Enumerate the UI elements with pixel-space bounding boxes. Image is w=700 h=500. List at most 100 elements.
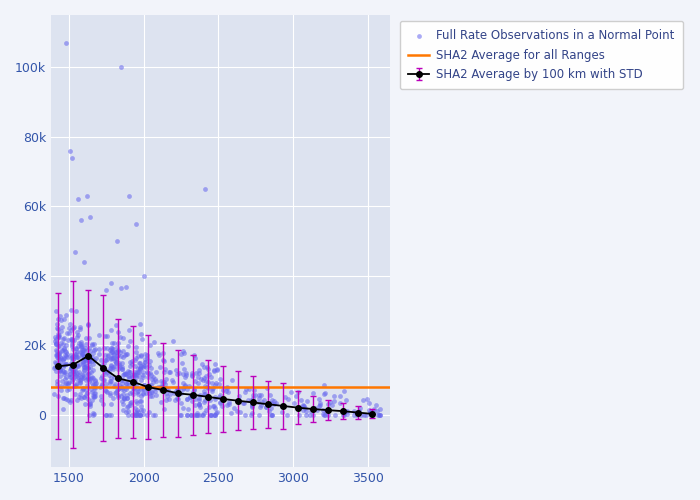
Full Rate Observations in a Normal Point xyxy=(68,367,79,375)
Full Rate Observations in a Normal Point xyxy=(106,400,117,407)
Full Rate Observations in a Normal Point xyxy=(123,326,134,334)
Full Rate Observations in a Normal Point xyxy=(113,351,124,359)
Full Rate Observations in a Normal Point xyxy=(57,377,68,385)
Full Rate Observations in a Normal Point xyxy=(107,354,118,362)
Full Rate Observations in a Normal Point xyxy=(254,410,265,418)
Full Rate Observations in a Normal Point xyxy=(149,338,160,346)
Full Rate Observations in a Normal Point xyxy=(78,366,90,374)
Full Rate Observations in a Normal Point xyxy=(61,378,72,386)
Full Rate Observations in a Normal Point xyxy=(88,384,99,392)
Full Rate Observations in a Normal Point xyxy=(174,368,185,376)
Full Rate Observations in a Normal Point xyxy=(78,394,89,402)
Full Rate Observations in a Normal Point xyxy=(116,378,127,386)
Full Rate Observations in a Normal Point xyxy=(139,355,150,363)
Full Rate Observations in a Normal Point xyxy=(121,408,132,416)
Full Rate Observations in a Normal Point xyxy=(98,344,109,352)
Full Rate Observations in a Normal Point xyxy=(106,354,118,362)
Full Rate Observations in a Normal Point xyxy=(80,334,92,342)
Full Rate Observations in a Normal Point xyxy=(195,404,206,411)
Full Rate Observations in a Normal Point xyxy=(163,368,174,376)
Full Rate Observations in a Normal Point xyxy=(351,411,363,419)
Full Rate Observations in a Normal Point xyxy=(71,370,83,378)
Full Rate Observations in a Normal Point xyxy=(70,352,81,360)
Full Rate Observations in a Normal Point xyxy=(128,370,139,378)
Full Rate Observations in a Normal Point xyxy=(109,380,120,388)
Full Rate Observations in a Normal Point xyxy=(181,385,193,393)
Full Rate Observations in a Normal Point xyxy=(88,356,99,364)
Full Rate Observations in a Normal Point xyxy=(188,385,199,393)
Full Rate Observations in a Normal Point xyxy=(57,340,69,348)
Full Rate Observations in a Normal Point xyxy=(52,324,63,332)
Full Rate Observations in a Normal Point xyxy=(58,360,69,368)
Full Rate Observations in a Normal Point xyxy=(217,394,228,402)
Full Rate Observations in a Normal Point xyxy=(175,411,186,419)
Full Rate Observations in a Normal Point xyxy=(160,396,172,404)
Full Rate Observations in a Normal Point xyxy=(96,372,107,380)
Full Rate Observations in a Normal Point xyxy=(66,337,77,345)
Full Rate Observations in a Normal Point xyxy=(202,384,214,392)
Full Rate Observations in a Normal Point xyxy=(90,389,101,397)
Full Rate Observations in a Normal Point xyxy=(265,390,276,398)
Full Rate Observations in a Normal Point xyxy=(84,346,95,354)
Full Rate Observations in a Normal Point xyxy=(286,388,297,396)
Full Rate Observations in a Normal Point xyxy=(342,410,353,418)
Full Rate Observations in a Normal Point xyxy=(130,397,141,405)
Full Rate Observations in a Normal Point xyxy=(248,386,259,394)
Full Rate Observations in a Normal Point xyxy=(98,400,109,408)
Full Rate Observations in a Normal Point xyxy=(172,370,183,378)
Full Rate Observations in a Normal Point xyxy=(127,371,138,379)
Full Rate Observations in a Normal Point xyxy=(120,370,131,378)
Full Rate Observations in a Normal Point xyxy=(181,411,193,419)
Full Rate Observations in a Normal Point xyxy=(80,356,91,364)
Full Rate Observations in a Normal Point xyxy=(271,398,282,406)
Full Rate Observations in a Normal Point xyxy=(49,390,60,398)
Full Rate Observations in a Normal Point xyxy=(59,368,70,376)
Full Rate Observations in a Normal Point xyxy=(118,394,130,402)
Full Rate Observations in a Normal Point xyxy=(117,365,128,373)
Full Rate Observations in a Normal Point xyxy=(131,382,142,390)
Full Rate Observations in a Normal Point xyxy=(216,402,228,410)
Full Rate Observations in a Normal Point xyxy=(298,402,309,410)
Full Rate Observations in a Normal Point xyxy=(90,377,101,385)
Full Rate Observations in a Normal Point xyxy=(76,342,87,349)
Full Rate Observations in a Normal Point xyxy=(146,380,157,388)
Full Rate Observations in a Normal Point xyxy=(318,410,329,418)
Full Rate Observations in a Normal Point xyxy=(196,411,207,419)
Full Rate Observations in a Normal Point xyxy=(135,384,146,392)
Full Rate Observations in a Normal Point xyxy=(83,364,94,372)
Full Rate Observations in a Normal Point xyxy=(176,388,187,396)
Full Rate Observations in a Normal Point xyxy=(62,350,73,358)
Full Rate Observations in a Normal Point xyxy=(149,375,160,383)
Full Rate Observations in a Normal Point xyxy=(66,306,77,314)
Full Rate Observations in a Normal Point xyxy=(130,362,141,370)
Full Rate Observations in a Normal Point xyxy=(61,352,72,360)
Full Rate Observations in a Normal Point xyxy=(167,356,178,364)
Full Rate Observations in a Normal Point xyxy=(130,356,141,364)
Full Rate Observations in a Normal Point xyxy=(51,348,62,356)
Full Rate Observations in a Normal Point xyxy=(53,333,64,341)
Full Rate Observations in a Normal Point xyxy=(110,388,121,396)
Full Rate Observations in a Normal Point xyxy=(124,362,135,370)
Full Rate Observations in a Normal Point xyxy=(221,384,232,392)
Full Rate Observations in a Normal Point xyxy=(99,376,110,384)
Full Rate Observations in a Normal Point xyxy=(190,369,202,377)
Full Rate Observations in a Normal Point xyxy=(148,378,159,386)
Full Rate Observations in a Normal Point xyxy=(89,388,100,396)
Full Rate Observations in a Normal Point xyxy=(101,332,112,340)
Full Rate Observations in a Normal Point xyxy=(130,378,141,386)
Full Rate Observations in a Normal Point xyxy=(102,344,113,352)
Full Rate Observations in a Normal Point xyxy=(116,363,127,371)
Full Rate Observations in a Normal Point xyxy=(118,396,130,404)
Full Rate Observations in a Normal Point xyxy=(143,369,154,377)
Full Rate Observations in a Normal Point xyxy=(69,390,80,398)
Full Rate Observations in a Normal Point xyxy=(217,386,228,394)
Full Rate Observations in a Normal Point xyxy=(53,360,64,368)
Full Rate Observations in a Normal Point xyxy=(76,216,87,224)
Full Rate Observations in a Normal Point xyxy=(335,399,346,407)
Full Rate Observations in a Normal Point xyxy=(152,350,163,358)
Full Rate Observations in a Normal Point xyxy=(81,368,92,376)
Full Rate Observations in a Normal Point xyxy=(61,386,72,394)
Full Rate Observations in a Normal Point xyxy=(112,386,123,394)
Full Rate Observations in a Normal Point xyxy=(74,360,85,368)
Full Rate Observations in a Normal Point xyxy=(101,386,112,394)
